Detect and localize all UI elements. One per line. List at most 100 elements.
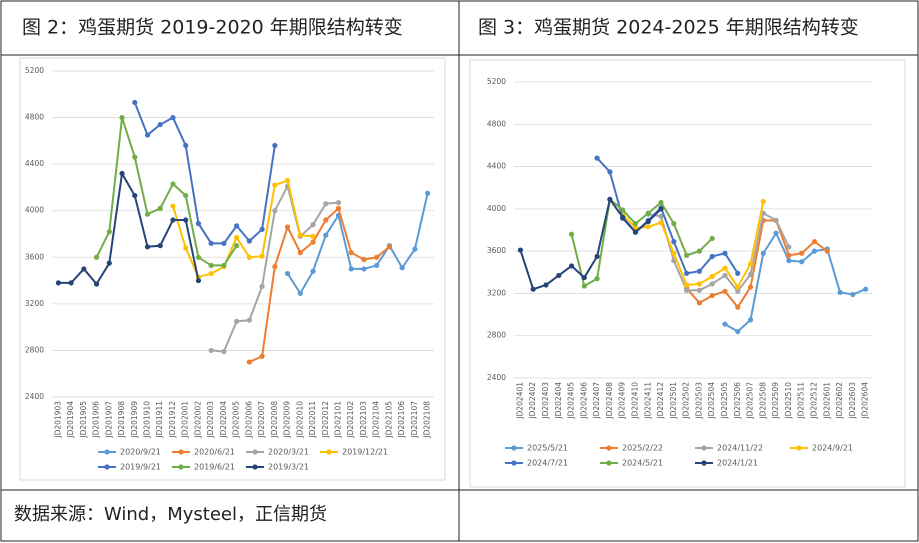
x-tick-label: JD201911	[155, 401, 164, 439]
data-point	[581, 274, 587, 281]
data-point	[837, 289, 843, 295]
data-point	[170, 203, 176, 209]
data-point	[335, 205, 342, 211]
x-tick-label: JD202408	[605, 382, 614, 420]
y-tick-label: 3200	[25, 299, 44, 308]
data-point	[735, 304, 741, 310]
data-point	[157, 121, 163, 128]
data-point	[170, 181, 176, 187]
data-point	[132, 99, 138, 106]
data-point	[183, 142, 189, 149]
data-point	[556, 272, 562, 279]
data-point	[760, 250, 766, 256]
y-tick-label: 4800	[487, 119, 506, 128]
x-tick-label: JD202104	[372, 401, 381, 439]
legend-label: 2024/1/21	[717, 459, 758, 468]
data-point	[208, 262, 214, 269]
x-tick-label: JD202412	[656, 382, 665, 420]
data-point	[310, 222, 316, 228]
data-point	[246, 254, 252, 260]
data-point	[799, 259, 805, 265]
legend-swatch-dot	[104, 464, 110, 470]
data-point	[195, 220, 202, 227]
x-tick-label: JD202604	[861, 382, 870, 420]
data-point	[259, 253, 265, 259]
data-point	[671, 258, 677, 264]
data-point	[722, 250, 728, 256]
data-point	[594, 155, 600, 161]
data-point	[221, 348, 227, 355]
data-point	[272, 142, 278, 149]
data-point	[234, 234, 240, 241]
data-point	[594, 253, 600, 260]
data-point	[81, 266, 87, 272]
data-point	[530, 286, 536, 292]
data-point	[323, 232, 329, 238]
data-point	[696, 287, 702, 293]
x-tick-label: JD202502	[682, 382, 691, 420]
x-tick-label: JD202509	[771, 382, 780, 420]
data-point	[568, 231, 575, 237]
data-point	[747, 261, 754, 267]
data-point	[722, 272, 728, 279]
data-point	[632, 221, 639, 227]
data-point	[824, 248, 830, 254]
data-point	[684, 252, 690, 258]
data-point	[361, 266, 367, 272]
data-point	[747, 284, 754, 290]
x-tick-label: JD202004	[219, 401, 228, 439]
x-tick-label: JD202404	[554, 382, 563, 420]
x-tick-label: JD202010	[295, 401, 304, 439]
data-point	[183, 245, 189, 251]
data-point	[183, 192, 189, 199]
data-point	[709, 253, 715, 260]
data-point	[272, 208, 278, 214]
data-point	[144, 132, 151, 138]
data-point	[144, 244, 151, 250]
chart-frame	[19, 57, 446, 481]
legend-swatch-dot	[606, 445, 612, 451]
x-tick-label: JD202107	[410, 401, 419, 439]
x-tick-label: JD202601	[822, 382, 831, 420]
x-tick-label: JD201908	[117, 401, 126, 439]
legend-label: 2019/9/21	[120, 463, 161, 472]
data-point	[234, 223, 240, 229]
data-point	[386, 244, 393, 250]
data-point	[773, 230, 779, 236]
x-tick-label: JD202506	[733, 382, 742, 420]
data-point	[671, 221, 677, 227]
data-point	[786, 258, 792, 264]
legend-swatch-dot	[178, 449, 184, 455]
y-tick-label: 5200	[25, 66, 44, 75]
legend-swatch-dot	[796, 445, 802, 451]
data-point	[208, 347, 214, 354]
data-point	[132, 154, 138, 160]
data-point	[55, 280, 61, 286]
x-tick-label: JD201905	[79, 401, 88, 439]
data-point	[208, 270, 214, 277]
data-point	[284, 270, 291, 277]
legend-swatch-dot	[252, 449, 258, 455]
data-point	[773, 217, 779, 224]
legend-swatch-dot	[252, 464, 258, 470]
data-point	[722, 288, 728, 294]
data-point	[170, 217, 176, 223]
x-tick-label: JD201904	[66, 401, 75, 439]
x-tick-label: JD202409	[618, 382, 627, 420]
legend-swatch-dot	[701, 445, 707, 451]
series-line	[724, 231, 866, 333]
data-point	[684, 270, 690, 276]
data-point	[594, 276, 600, 282]
data-point	[234, 243, 240, 249]
data-point	[374, 254, 380, 260]
x-tick-label: JD202512	[809, 382, 818, 420]
x-tick-label: JD201906	[92, 401, 101, 439]
data-point	[786, 244, 792, 250]
data-point	[93, 281, 100, 287]
y-tick-label: 4400	[25, 159, 44, 168]
data-point	[297, 232, 303, 238]
x-tick-label: JD202007	[257, 401, 266, 439]
data-point	[183, 217, 189, 223]
legend-label: 2019/6/21	[194, 463, 235, 472]
legend-label: 2024/5/21	[622, 459, 663, 468]
